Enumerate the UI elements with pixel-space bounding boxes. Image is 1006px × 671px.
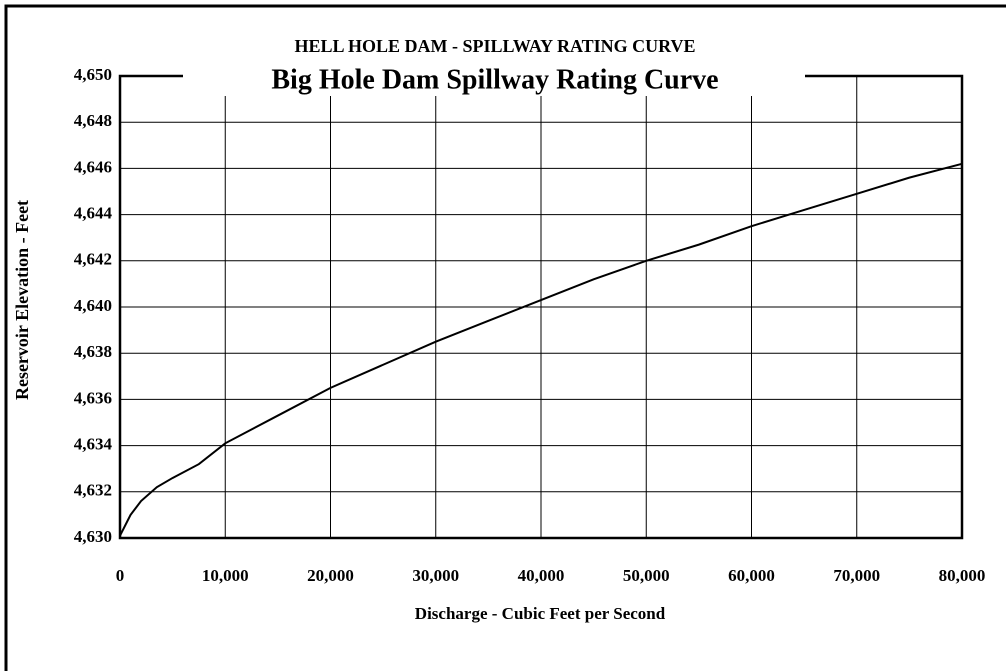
title-box [183,58,805,96]
x-tick-label: 80,000 [939,566,986,585]
x-tick-label: 70,000 [833,566,880,585]
y-tick-label: 4,648 [74,111,112,130]
x-tick-label: 40,000 [518,566,565,585]
y-tick-label: 4,636 [74,388,112,407]
x-tick-label: 0 [116,566,125,585]
x-tick-label: 20,000 [307,566,354,585]
x-tick-label: 10,000 [202,566,249,585]
x-tick-label: 60,000 [728,566,775,585]
chart-title: Big Hole Dam Spillway Rating Curve [271,64,718,95]
y-tick-label: 4,630 [74,527,112,546]
y-tick-label: 4,638 [74,342,112,361]
x-tick-label: 30,000 [412,566,459,585]
y-tick-label: 4,634 [74,435,113,454]
chart-subtitle: HELL HOLE DAM - SPILLWAY RATING CURVE [294,36,695,56]
x-tick-label: 50,000 [623,566,670,585]
chart-frame [4,4,1006,671]
y-tick-label: 4,642 [74,250,112,269]
y-tick-label: 4,632 [74,481,112,500]
plot-area: 4,630 4,632 4,634 4,636 4,638 4,640 4,642 4,644… [74,65,986,585]
y-tick-label: 4,644 [74,204,113,223]
y-tick-label: 4,646 [74,157,112,176]
y-tick-label: 4,640 [74,296,112,315]
y-axis-label: Reservoir Elevation - Feet [12,200,32,400]
y-tick-label: 4,650 [74,65,112,84]
x-axis-label: Discharge - Cubic Feet per Second [415,604,666,623]
line-series [119,162,963,537]
